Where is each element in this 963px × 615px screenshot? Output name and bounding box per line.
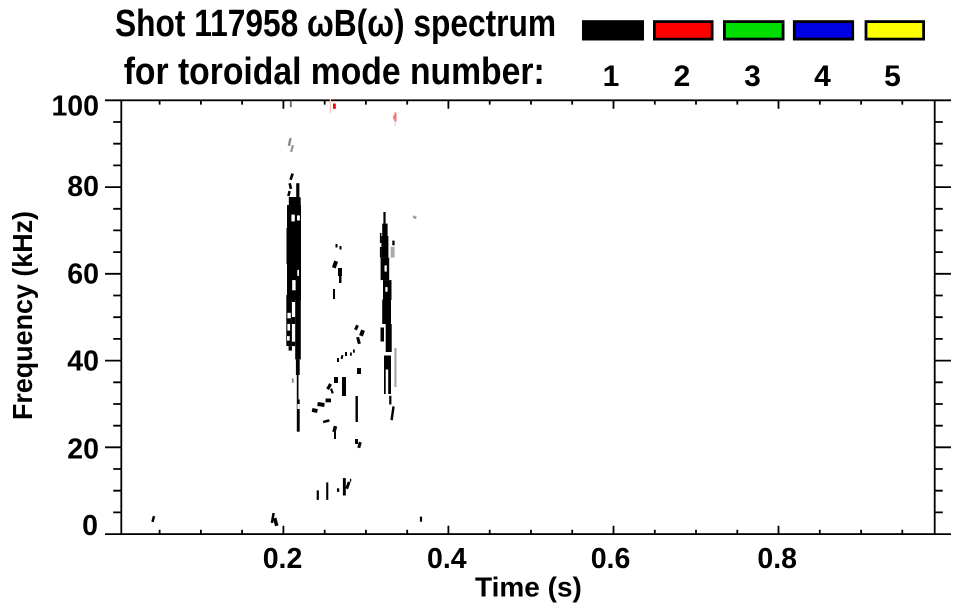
- svg-text:0: 0: [82, 510, 98, 542]
- svg-text:0.8: 0.8: [757, 543, 797, 575]
- svg-text:for toroidal mode number:: for toroidal mode number:: [124, 51, 545, 93]
- svg-text:20: 20: [67, 433, 99, 465]
- svg-text:80: 80: [67, 171, 99, 203]
- svg-text:Time (s): Time (s): [475, 572, 582, 603]
- svg-text:2: 2: [674, 60, 691, 93]
- svg-text:1: 1: [603, 60, 620, 93]
- svg-text:0.2: 0.2: [263, 543, 303, 575]
- svg-text:Shot 117958 ωB(ω) spectrum: Shot 117958 ωB(ω) spectrum: [115, 3, 556, 45]
- svg-text:100: 100: [51, 91, 99, 123]
- svg-text:40: 40: [67, 346, 99, 378]
- svg-text:0.4: 0.4: [427, 543, 467, 575]
- svg-text:60: 60: [67, 258, 99, 290]
- svg-text:0.6: 0.6: [591, 543, 631, 575]
- svg-text:Frequency (kHz): Frequency (kHz): [7, 211, 38, 420]
- svg-text:4: 4: [814, 60, 831, 93]
- svg-text:5: 5: [884, 60, 901, 93]
- svg-text:3: 3: [744, 60, 761, 93]
